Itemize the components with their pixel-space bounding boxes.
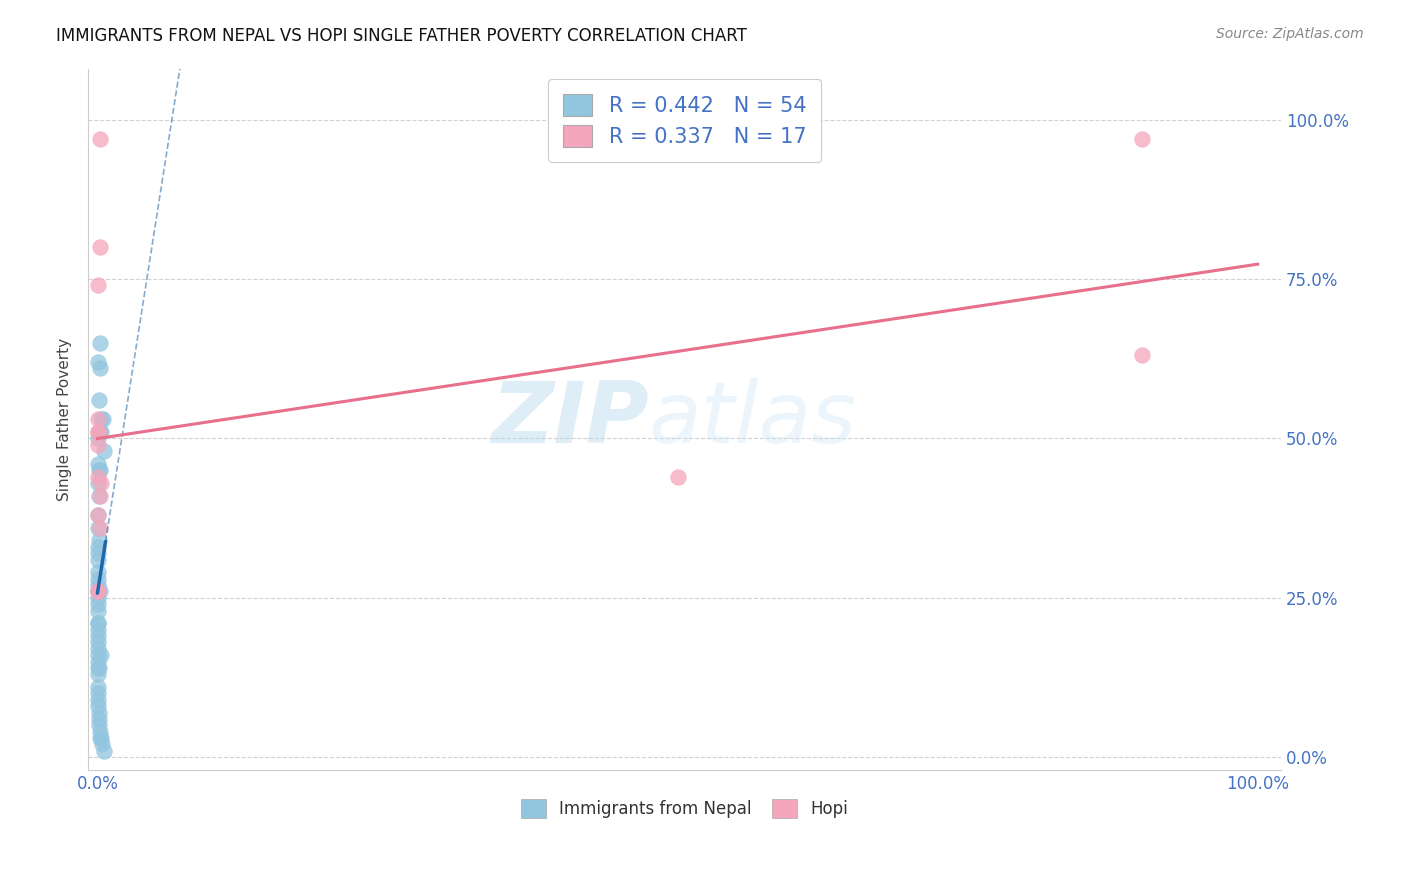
Point: [87, 578, 110, 592]
Point: [87, 661, 110, 675]
Point: [89, 240, 111, 254]
Point: [87, 476, 110, 491]
Point: [89, 489, 111, 503]
Point: [87, 667, 110, 681]
Point: [87, 591, 110, 605]
Point: [87, 278, 110, 293]
Point: [89, 335, 111, 350]
Point: [87, 680, 110, 694]
Point: [89, 718, 111, 732]
Point: [89, 661, 111, 675]
Point: [87, 457, 110, 471]
Point: [87, 623, 110, 637]
Point: [89, 463, 111, 477]
Point: [87, 584, 110, 599]
Point: [87, 469, 110, 483]
Point: [87, 635, 110, 649]
Point: [89, 521, 111, 535]
Point: [1130, 131, 1153, 145]
Point: [1130, 349, 1153, 363]
Point: [90, 425, 112, 439]
Point: [87, 508, 110, 522]
Point: [87, 648, 110, 663]
Y-axis label: Single Father Poverty: Single Father Poverty: [58, 338, 72, 500]
Point: [87, 629, 110, 643]
Point: [89, 584, 111, 599]
Text: IMMIGRANTS FROM NEPAL VS HOPI SINGLE FATHER POVERTY CORRELATION CHART: IMMIGRANTS FROM NEPAL VS HOPI SINGLE FAT…: [56, 27, 747, 45]
Point: [87, 706, 110, 720]
Point: [87, 699, 110, 714]
Point: [87, 686, 110, 700]
Point: [89, 731, 111, 745]
Point: [87, 655, 110, 669]
Point: [89, 533, 111, 548]
Point: [87, 489, 110, 503]
Point: [87, 566, 110, 580]
Point: [87, 546, 110, 560]
Point: [89, 131, 111, 145]
Point: [89, 361, 111, 376]
Point: [90, 412, 112, 426]
Point: [87, 616, 110, 631]
Point: [87, 521, 110, 535]
Point: [93, 744, 115, 758]
Point: [87, 603, 110, 617]
Point: [87, 693, 110, 707]
Text: ZIP: ZIP: [491, 377, 648, 461]
Point: [87, 393, 110, 408]
Point: [89, 463, 111, 477]
Point: [87, 572, 110, 586]
Point: [87, 584, 110, 599]
Point: [89, 712, 111, 726]
Legend: Immigrants from Nepal, Hopi: Immigrants from Nepal, Hopi: [515, 793, 855, 825]
Text: atlas: atlas: [648, 377, 856, 461]
Point: [87, 438, 110, 452]
Point: [87, 425, 110, 439]
Point: [89, 724, 111, 739]
Point: [87, 355, 110, 369]
Point: [89, 425, 111, 439]
Point: [666, 469, 689, 483]
Point: [87, 508, 110, 522]
Point: [93, 444, 115, 458]
Point: [87, 584, 110, 599]
Point: [91, 412, 114, 426]
Point: [87, 616, 110, 631]
Point: [87, 412, 110, 426]
Point: [90, 648, 112, 663]
Point: [91, 738, 114, 752]
Point: [87, 584, 110, 599]
Point: [87, 552, 110, 566]
Point: [87, 425, 110, 439]
Point: [90, 476, 112, 491]
Point: [87, 431, 110, 445]
Point: [87, 641, 110, 656]
Point: [87, 597, 110, 611]
Text: Source: ZipAtlas.com: Source: ZipAtlas.com: [1216, 27, 1364, 41]
Point: [87, 540, 110, 554]
Point: [90, 731, 112, 745]
